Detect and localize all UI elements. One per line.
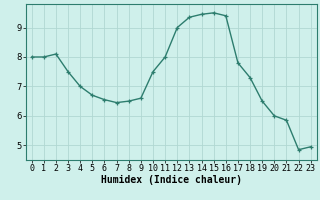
X-axis label: Humidex (Indice chaleur): Humidex (Indice chaleur): [101, 175, 242, 185]
